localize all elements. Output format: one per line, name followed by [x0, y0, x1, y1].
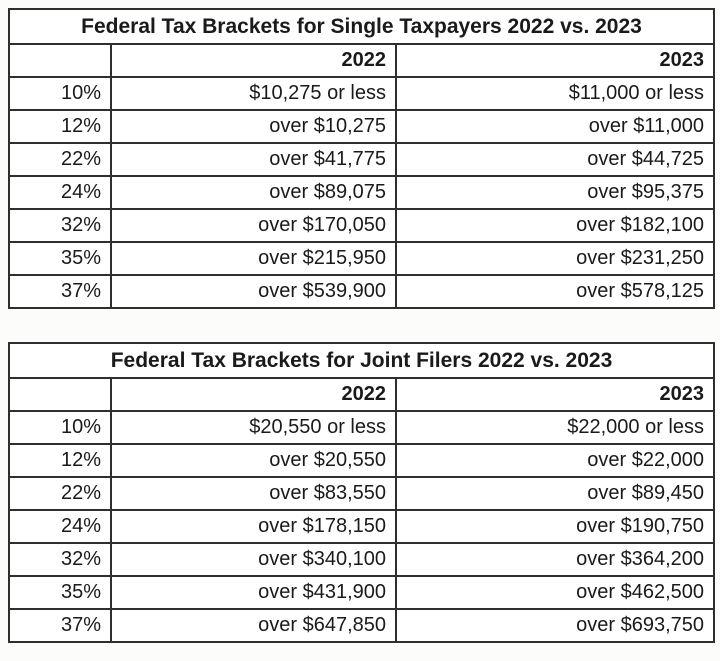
- amount-cell-2022: over $170,050: [110, 208, 397, 243]
- amount-cell-2023: over $462,500: [395, 575, 715, 610]
- rate-cell: 22%: [8, 142, 112, 177]
- rate-cell: 37%: [8, 608, 112, 643]
- rate-header-empty: [8, 43, 112, 78]
- amount-cell-2022: over $539,900: [110, 274, 397, 309]
- amount-cell-2023: over $89,450: [395, 476, 715, 511]
- amount-cell-2023: over $231,250: [394, 241, 716, 276]
- amount-cell-2023: over $364,200: [395, 542, 715, 577]
- amount-cell-2022: $20,550 or less: [110, 410, 397, 445]
- amount-cell-2023: over $190,750: [395, 509, 715, 544]
- table-row: 12% over $10,275 over $11,000: [8, 109, 716, 144]
- rate-cell: 24%: [8, 175, 112, 210]
- amount-cell-2022: over $647,850: [110, 608, 397, 643]
- amount-cell-2023: over $182,100: [394, 208, 716, 243]
- table-row: 37% over $539,900 over $578,125: [8, 274, 716, 309]
- year-header-row: 2022 2023: [8, 43, 716, 78]
- table-row: 35% over $215,950 over $231,250: [8, 241, 716, 276]
- bracket-table-joint: Federal Tax Brackets for Joint Filers 20…: [8, 342, 715, 643]
- rate-cell: 22%: [8, 476, 112, 511]
- amount-cell-2023: over $578,125: [394, 274, 716, 309]
- year-header-2022: 2022: [110, 43, 397, 78]
- table-row: 22% over $83,550 over $89,450: [8, 476, 715, 511]
- rate-cell: 12%: [8, 443, 112, 478]
- amount-cell-2022: over $41,775: [110, 142, 397, 177]
- amount-cell-2023: over $95,375: [394, 175, 716, 210]
- table-title: Federal Tax Brackets for Single Taxpayer…: [7, 8, 716, 45]
- amount-cell-2023: over $22,000: [395, 443, 715, 478]
- rate-cell: 10%: [8, 76, 112, 111]
- table-row: 24% over $89,075 over $95,375: [8, 175, 716, 210]
- amount-cell-2022: over $178,150: [110, 509, 397, 544]
- year-header-2023: 2023: [394, 43, 716, 78]
- table-row: 10% $20,550 or less $22,000 or less: [8, 410, 715, 445]
- amount-cell-2022: over $340,100: [110, 542, 397, 577]
- table-row: 32% over $170,050 over $182,100: [8, 208, 716, 243]
- amount-cell-2022: over $215,950: [110, 241, 397, 276]
- amount-cell-2023: over $693,750: [395, 608, 715, 643]
- table-row: 24% over $178,150 over $190,750: [8, 509, 715, 544]
- amount-cell-2022: $10,275 or less: [110, 76, 397, 111]
- rate-header-empty: [8, 377, 112, 412]
- amount-cell-2022: over $83,550: [110, 476, 397, 511]
- amount-cell-2023: over $44,725: [394, 142, 716, 177]
- amount-cell-2022: over $10,275: [110, 109, 397, 144]
- rate-cell: 37%: [8, 274, 112, 309]
- rate-cell: 12%: [8, 109, 112, 144]
- year-header-row: 2022 2023: [8, 377, 715, 412]
- table-row: 10% $10,275 or less $11,000 or less: [8, 76, 716, 111]
- rate-cell: 35%: [8, 241, 112, 276]
- table-row: 22% over $41,775 over $44,725: [8, 142, 716, 177]
- table-row: 37% over $647,850 over $693,750: [8, 608, 715, 643]
- year-header-2023: 2023: [395, 377, 715, 412]
- year-header-2022: 2022: [110, 377, 397, 412]
- table-title-row: Federal Tax Brackets for Joint Filers 20…: [8, 342, 715, 379]
- rate-cell: 35%: [8, 575, 112, 610]
- table-title: Federal Tax Brackets for Joint Filers 20…: [8, 342, 715, 379]
- bracket-table-single: Federal Tax Brackets for Single Taxpayer…: [7, 8, 716, 309]
- table-row: 32% over $340,100 over $364,200: [8, 542, 715, 577]
- table-title-row: Federal Tax Brackets for Single Taxpayer…: [7, 8, 716, 45]
- rate-cell: 24%: [8, 509, 112, 544]
- amount-cell-2023: $11,000 or less: [394, 76, 716, 111]
- amount-cell-2022: over $20,550: [110, 443, 397, 478]
- table-row: 35% over $431,900 over $462,500: [8, 575, 715, 610]
- amount-cell-2022: over $431,900: [110, 575, 397, 610]
- amount-cell-2023: $22,000 or less: [395, 410, 715, 445]
- table-row: 12% over $20,550 over $22,000: [8, 443, 715, 478]
- rate-cell: 32%: [8, 208, 112, 243]
- rate-cell: 10%: [8, 410, 112, 445]
- rate-cell: 32%: [8, 542, 112, 577]
- amount-cell-2022: over $89,075: [110, 175, 397, 210]
- amount-cell-2023: over $11,000: [394, 109, 716, 144]
